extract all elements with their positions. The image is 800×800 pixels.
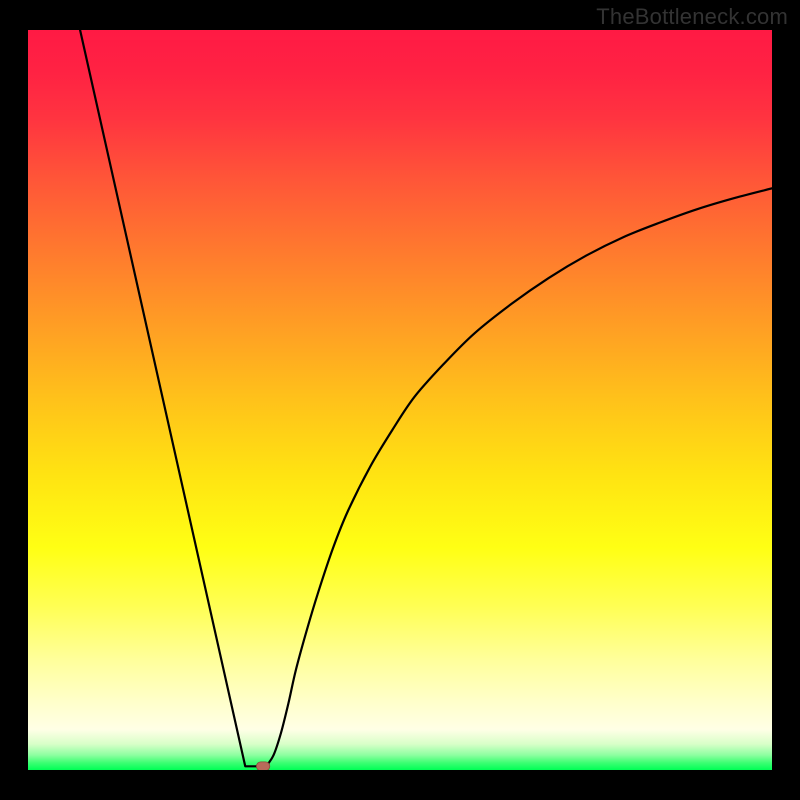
watermark-label: TheBottleneck.com (596, 4, 788, 30)
chart-frame: TheBottleneck.com (0, 0, 800, 800)
bottleneck-plot-svg (28, 30, 772, 770)
valley-marker (256, 762, 269, 770)
marker-layer (256, 762, 269, 770)
gradient-bg (28, 30, 772, 770)
plot-area (28, 30, 772, 770)
